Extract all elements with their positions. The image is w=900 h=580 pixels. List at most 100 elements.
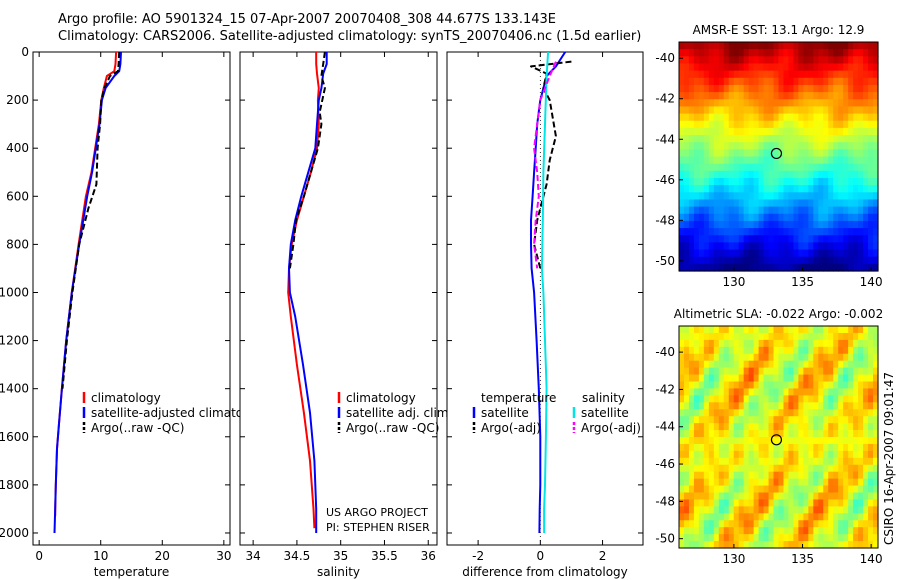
- map-cell: [828, 402, 834, 410]
- map-y-tick-label: -48: [655, 494, 675, 508]
- map-cell: [788, 192, 795, 201]
- map-cell: [853, 527, 859, 535]
- map-cell: [863, 206, 869, 215]
- map-cell: [833, 170, 839, 179]
- map-cell: [853, 199, 859, 208]
- map-cell: [713, 513, 720, 521]
- map-cell: [793, 367, 799, 376]
- map-cell: [753, 263, 760, 272]
- map-cell: [858, 520, 864, 528]
- map-cell: [758, 113, 765, 122]
- map-cell: [803, 395, 809, 403]
- map-cell: [748, 177, 755, 186]
- map-cell: [713, 381, 720, 390]
- map-cell: [738, 192, 745, 201]
- map-cell: [813, 381, 819, 390]
- map-cell: [848, 332, 854, 341]
- map-cell: [748, 388, 755, 396]
- map-cell: [738, 430, 745, 438]
- map-cell: [803, 416, 809, 424]
- map-cell: [788, 541, 795, 549]
- map-cell: [848, 506, 854, 514]
- map-cell: [679, 149, 685, 158]
- map-cell: [708, 156, 715, 165]
- map-cell: [768, 534, 775, 542]
- map-cell: [813, 409, 819, 417]
- map-cell: [679, 92, 685, 100]
- map-cell: [758, 49, 765, 57]
- map-cell: [738, 84, 745, 93]
- map-cell: [753, 49, 760, 57]
- map-cell: [868, 471, 874, 480]
- map-cell: [828, 242, 834, 251]
- map-cell: [798, 49, 804, 57]
- map-cell: [828, 388, 834, 396]
- map-cell: [858, 367, 864, 376]
- map-cell: [738, 395, 745, 403]
- map-cell: [679, 499, 685, 507]
- map-cell: [863, 527, 869, 535]
- map-cell: [743, 206, 750, 215]
- map-cell: [818, 156, 824, 165]
- map-cell: [793, 170, 799, 179]
- map-cell: [738, 242, 745, 251]
- map-cell: [873, 360, 879, 369]
- map-cell: [833, 42, 839, 50]
- map-cell: [703, 374, 710, 383]
- map-cell: [723, 360, 730, 369]
- map-cell: [838, 513, 844, 521]
- map-cell: [738, 199, 745, 208]
- map-cell: [743, 346, 750, 355]
- map-cell: [753, 199, 760, 208]
- map-cell: [788, 220, 795, 229]
- map-cell: [733, 263, 740, 272]
- x-tick-label: 35: [333, 549, 348, 563]
- map-cell: [823, 326, 829, 334]
- map-cell: [753, 170, 760, 179]
- map-cell: [783, 388, 790, 396]
- map-cell: [808, 156, 814, 165]
- map-cell: [803, 256, 809, 265]
- map-cell: [728, 127, 735, 136]
- map-x-tick-label: 130: [722, 275, 745, 289]
- map-cell: [818, 388, 824, 396]
- map-cell: [698, 206, 705, 215]
- map-cell: [868, 106, 874, 115]
- map-cell: [813, 220, 819, 229]
- map-cell: [853, 443, 859, 452]
- map-cell: [708, 213, 715, 222]
- map-cell: [778, 332, 785, 341]
- map-cell: [813, 326, 819, 334]
- map-cell: [863, 113, 869, 122]
- map-cell: [813, 374, 819, 383]
- map-cell: [788, 443, 795, 452]
- map-cell: [848, 84, 854, 93]
- map-cell: [703, 163, 710, 172]
- profile-panel-1: 34 34.5 35 35.5 36salinityclimatologysatelli…: [239, 51, 452, 579]
- map-cell: [723, 513, 730, 521]
- map-cell: [853, 249, 859, 258]
- map-cell: [743, 388, 750, 396]
- map-cell: [693, 177, 700, 186]
- map-cell: [728, 326, 735, 334]
- map-cell: [863, 409, 869, 417]
- map-cell: [683, 541, 690, 549]
- map-cell: [818, 374, 824, 383]
- map-cell: [778, 520, 785, 528]
- map-cell: [758, 450, 765, 459]
- map-cell: [808, 84, 814, 93]
- map-cell: [758, 430, 765, 438]
- map-cell: [723, 156, 730, 165]
- map-cell: [758, 77, 765, 86]
- map-cell: [793, 485, 799, 494]
- map-cell: [858, 228, 864, 236]
- map-cell: [788, 409, 795, 417]
- map-cell: [858, 485, 864, 494]
- map-cell: [843, 388, 849, 396]
- map-cell: [818, 527, 824, 535]
- map-cell: [868, 213, 874, 222]
- map-cell: [718, 127, 725, 136]
- map-cell: [778, 388, 785, 396]
- map-cell: [728, 235, 735, 243]
- map-cell: [748, 353, 755, 362]
